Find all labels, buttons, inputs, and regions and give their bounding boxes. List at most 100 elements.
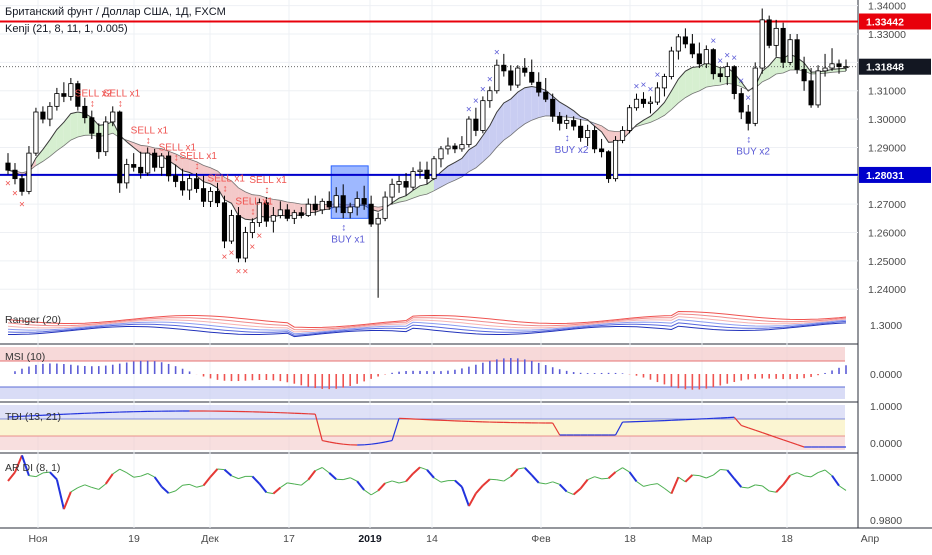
candle bbox=[620, 126, 624, 143]
candle-body bbox=[13, 170, 17, 179]
ribbon-segment bbox=[504, 99, 511, 140]
candle-body bbox=[585, 130, 589, 137]
ardi-segment bbox=[134, 476, 141, 477]
candle-body bbox=[481, 101, 485, 131]
buy-x-marker: × bbox=[640, 80, 646, 91]
sell-arrow: ↕ bbox=[118, 99, 123, 110]
ardi-segment bbox=[162, 487, 169, 493]
ardi-segment bbox=[280, 483, 287, 488]
ardi-segment bbox=[678, 477, 685, 482]
ardi-segment bbox=[762, 486, 769, 491]
candle bbox=[187, 174, 191, 200]
sell-arrow: ↕ bbox=[264, 185, 269, 196]
ribbon-segment bbox=[71, 112, 78, 140]
candle bbox=[816, 65, 820, 108]
candle-body bbox=[229, 216, 233, 242]
candle-body bbox=[509, 71, 513, 85]
candle-body bbox=[327, 201, 331, 207]
ardi-segment bbox=[169, 491, 176, 493]
ardi-segment bbox=[259, 484, 266, 493]
candle bbox=[488, 86, 492, 107]
buy-x-marker: × bbox=[466, 104, 472, 115]
candle bbox=[613, 136, 617, 181]
ribbon-segment bbox=[657, 102, 664, 119]
msi-label: MSI (10) bbox=[5, 351, 45, 363]
candle-body bbox=[571, 121, 575, 127]
candle-body bbox=[802, 69, 806, 80]
candle-body bbox=[104, 122, 108, 152]
ranger-label: Ranger (20) bbox=[5, 314, 61, 326]
candle-body bbox=[132, 164, 136, 167]
candle bbox=[648, 96, 652, 113]
ardi-segment bbox=[511, 469, 518, 476]
candle-body bbox=[27, 153, 31, 191]
ardi-segment bbox=[504, 477, 511, 482]
candle bbox=[453, 143, 457, 153]
ardi-segment bbox=[113, 469, 120, 474]
candle bbox=[20, 174, 24, 195]
candle-body bbox=[425, 170, 429, 179]
time-tick-label: 19 bbox=[128, 533, 140, 545]
candle-body bbox=[411, 172, 415, 188]
candle-body bbox=[809, 81, 813, 105]
ardi-segment bbox=[699, 476, 706, 478]
ardi-segment bbox=[294, 484, 301, 485]
ribbon-segment bbox=[518, 88, 525, 129]
candle bbox=[6, 153, 10, 174]
candle bbox=[509, 65, 513, 91]
ribbon-segment bbox=[43, 140, 50, 162]
ardi-segment bbox=[329, 473, 336, 479]
candle bbox=[760, 9, 764, 74]
ardi-segment bbox=[713, 469, 720, 475]
time-tick-label: Мар bbox=[692, 533, 713, 545]
sell-x-marker: × bbox=[19, 200, 25, 211]
sell-x-marker: × bbox=[12, 188, 18, 199]
ardi-segment bbox=[567, 492, 574, 495]
ardi-segment bbox=[769, 491, 776, 492]
tdi-segment bbox=[364, 444, 371, 445]
candle bbox=[306, 198, 310, 216]
candle-body bbox=[146, 153, 150, 173]
candle bbox=[104, 116, 108, 156]
ardi-segment bbox=[85, 485, 92, 488]
candle-body bbox=[404, 181, 408, 187]
candle-body bbox=[208, 191, 212, 201]
ardi-segment bbox=[734, 479, 741, 487]
candle bbox=[390, 179, 394, 205]
buy-x-marker: × bbox=[634, 82, 640, 93]
candle-body bbox=[62, 94, 66, 97]
ardi-segment bbox=[322, 467, 329, 472]
candle bbox=[746, 105, 750, 131]
candle-body bbox=[320, 201, 324, 210]
price-tick-label: 1.29000 bbox=[868, 142, 906, 154]
ribbon-segment bbox=[664, 91, 671, 115]
ardi-segment bbox=[224, 470, 231, 476]
tdi-tick-high: 1.0000 bbox=[870, 401, 902, 413]
candle-body bbox=[6, 163, 10, 170]
candle-body bbox=[236, 216, 240, 259]
ardi-segment bbox=[643, 485, 650, 487]
candle-body bbox=[746, 112, 750, 123]
time-tick-label: Фев bbox=[531, 533, 551, 545]
candle-body bbox=[544, 92, 548, 99]
ardi-segment bbox=[176, 485, 183, 491]
buy-x-marker: × bbox=[654, 70, 660, 81]
candle-body bbox=[795, 40, 799, 70]
buy-x-marker: × bbox=[480, 84, 486, 95]
ardi-segment bbox=[462, 487, 469, 506]
candle-body bbox=[711, 50, 715, 74]
ardi-segment bbox=[797, 473, 804, 476]
ribbon-segment bbox=[50, 130, 57, 157]
candle bbox=[320, 198, 324, 214]
candle-body bbox=[467, 119, 471, 145]
candle-body bbox=[362, 198, 366, 204]
ardi-segment bbox=[71, 488, 78, 492]
ardi-segment bbox=[315, 467, 322, 470]
candle-body bbox=[662, 77, 666, 88]
ardi-segment bbox=[720, 469, 727, 470]
candle-body bbox=[20, 179, 24, 192]
ardi-segment bbox=[497, 480, 504, 481]
time-tick-label: 18 bbox=[781, 533, 793, 545]
buy-x-marker: × bbox=[717, 56, 723, 67]
